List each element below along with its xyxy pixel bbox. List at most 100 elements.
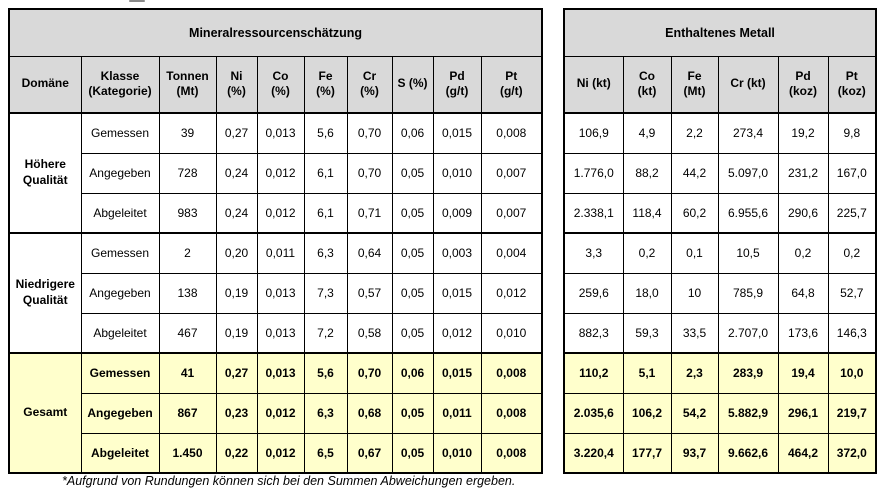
resource-value-s-pct: 0,05 — [391, 432, 434, 474]
metal-value-pt-koz: 219,7 — [827, 392, 877, 434]
column-header-domaene: Domäne — [8, 55, 82, 114]
resource-row: Angegeben 728 0,24 0,012 6,1 0,70 0,05 0,010 0,0… — [9, 152, 543, 194]
metal-value-cr-kt: 5.882,9 — [717, 392, 779, 434]
resource-value-ni-pct: 0,22 — [215, 432, 258, 474]
resource-value-tonnen-mt: 39 — [158, 112, 217, 154]
class-cell: Gemessen — [80, 352, 160, 394]
column-header-co-pct: Co (%) — [256, 55, 305, 114]
metal-value-fe-mt: 54,2 — [670, 392, 719, 434]
resource-row: Abgeleitet 983 0,24 0,012 6,1 0,71 0,05 0,009 0,… — [9, 192, 543, 234]
resource-value-tonnen-mt: 867 — [158, 392, 217, 434]
resource-value-pd-gpt: 0,009 — [432, 192, 482, 234]
metal-value-cr-kt: 283,9 — [717, 352, 779, 394]
resource-value-co-pct: 0,012 — [256, 392, 305, 434]
metal-row: 3.220,4 177,7 93,7 9.662,6 464,2 372,0 — [563, 432, 877, 474]
resource-value-pd-gpt: 0,012 — [432, 312, 482, 354]
resource-row: Höhere Qualität Gemessen 39 0,27 0,013 5,6 0,7… — [8, 112, 543, 234]
resource-value-pd-gpt: 0,003 — [432, 232, 482, 274]
metal-value-pd-koz: 0,2 — [777, 232, 829, 274]
metal-value-cr-kt: 9.662,6 — [717, 432, 779, 474]
cropped-text-artifact — [129, 0, 145, 2]
contained-metal-table: Enthaltenes Metall Ni (kt) Co (kt) Fe (Mt) Cr … — [563, 8, 878, 474]
resource-value-ni-pct: 0,20 — [215, 232, 258, 274]
metal-row: 2.338,1 118,4 60,2 6.955,6 290,6 225,7 — [563, 192, 877, 234]
metal-value-pt-koz: 9,8 — [827, 112, 877, 154]
metal-row: 259,6 18,0 10 785,9 64,8 52,7 — [563, 272, 877, 314]
metal-value-ni-kt: 2.035,6 — [563, 392, 624, 434]
resource-value-pt-gpt: 0,012 — [480, 272, 543, 314]
resource-value-co-pct: 0,012 — [256, 432, 305, 474]
resource-value-pd-gpt: 0,011 — [432, 392, 482, 434]
metal-value-co-kt: 177,7 — [622, 432, 672, 474]
metal-value-ni-kt: 106,9 — [563, 112, 624, 154]
metal-row: 3,3 0,2 0,1 10,5 0,2 0,2 — [563, 232, 877, 274]
resource-row: Angegeben 138 0,19 0,013 7,3 0,57 0,05 0,015 0,0… — [9, 272, 543, 314]
metal-row: 110,2 5,1 2,3 283,9 19,4 10,0 — [563, 352, 877, 394]
resource-value-ni-pct: 0,19 — [215, 272, 258, 314]
resource-value-s-pct: 0,06 — [391, 112, 434, 154]
metal-value-pd-koz: 19,2 — [777, 112, 829, 154]
resource-value-tonnen-mt: 983 — [158, 192, 217, 234]
metal-value-ni-kt: 259,6 — [563, 272, 624, 314]
metal-value-fe-mt: 2,2 — [670, 112, 719, 154]
resource-value-pd-gpt: 0,015 — [432, 272, 482, 314]
resource-value-cr-pct: 0,70 — [346, 152, 393, 194]
metal-value-ni-kt: 882,3 — [563, 312, 624, 354]
resource-value-s-pct: 0,05 — [391, 272, 434, 314]
column-header-ni-kt: Ni (kt) — [563, 55, 624, 114]
resource-value-pd-gpt: 0,010 — [432, 152, 482, 194]
resource-value-co-pct: 0,013 — [256, 312, 305, 354]
metal-row: 882,3 59,3 33,5 2.707,0 173,6 146,3 — [563, 312, 877, 354]
resource-value-pt-gpt: 0,008 — [480, 112, 543, 154]
resource-value-tonnen-mt: 2 — [158, 232, 217, 274]
metal-value-pt-koz: 0,2 — [827, 232, 877, 274]
resource-value-pt-gpt: 0,004 — [480, 232, 543, 274]
resource-value-ni-pct: 0,23 — [215, 392, 258, 434]
resource-value-tonnen-mt: 138 — [158, 272, 217, 314]
resource-value-cr-pct: 0,71 — [346, 192, 393, 234]
resource-value-co-pct: 0,013 — [256, 272, 305, 314]
column-header-pt-koz: Pt (koz) — [827, 55, 877, 114]
resource-value-pt-gpt: 0,007 — [480, 152, 543, 194]
metal-value-fe-mt: 44,2 — [670, 152, 719, 194]
metal-value-co-kt: 4,9 — [622, 112, 672, 154]
class-cell: Gemessen — [80, 112, 160, 154]
metal-value-fe-mt: 10 — [670, 272, 719, 314]
resource-value-fe-pct: 6,3 — [303, 232, 348, 274]
metal-row: 1.776,0 88,2 44,2 5.097,0 231,2 167,0 — [563, 152, 877, 194]
metal-value-cr-kt: 10,5 — [717, 232, 779, 274]
column-header-cr-pct: Cr (%) — [346, 55, 393, 114]
metal-value-fe-mt: 33,5 — [670, 312, 719, 354]
resource-value-s-pct: 0,05 — [391, 192, 434, 234]
metal-value-pt-koz: 167,0 — [827, 152, 877, 194]
metal-value-co-kt: 118,4 — [622, 192, 672, 234]
resource-value-ni-pct: 0,24 — [215, 192, 258, 234]
class-cell: Gemessen — [80, 232, 160, 274]
resource-value-fe-pct: 6,1 — [303, 192, 348, 234]
metal-value-co-kt: 59,3 — [622, 312, 672, 354]
resource-value-tonnen-mt: 728 — [158, 152, 217, 194]
resource-value-tonnen-mt: 467 — [158, 312, 217, 354]
resource-value-pd-gpt: 0,010 — [432, 432, 482, 474]
metal-value-cr-kt: 273,4 — [717, 112, 779, 154]
class-cell: Angegeben — [80, 152, 160, 194]
resource-value-co-pct: 0,012 — [256, 152, 305, 194]
resource-value-cr-pct: 0,58 — [346, 312, 393, 354]
metal-value-pd-koz: 64,8 — [777, 272, 829, 314]
metal-value-co-kt: 106,2 — [622, 392, 672, 434]
class-cell: Abgeleitet — [80, 312, 160, 354]
metal-value-ni-kt: 3.220,4 — [563, 432, 624, 474]
resource-value-ni-pct: 0,19 — [215, 312, 258, 354]
resource-value-cr-pct: 0,64 — [346, 232, 393, 274]
metal-value-pt-koz: 10,0 — [827, 352, 877, 394]
metal-value-pd-koz: 231,2 — [777, 152, 829, 194]
resource-value-pt-gpt: 0,007 — [480, 192, 543, 234]
metal-value-pt-koz: 146,3 — [827, 312, 877, 354]
class-cell: Angegeben — [80, 392, 160, 434]
metal-value-cr-kt: 5.097,0 — [717, 152, 779, 194]
metal-value-fe-mt: 93,7 — [670, 432, 719, 474]
resource-value-s-pct: 0,05 — [391, 152, 434, 194]
column-header-co-kt: Co (kt) — [622, 55, 672, 114]
resource-value-fe-pct: 5,6 — [303, 352, 348, 394]
domain-cell: Gesamt — [8, 352, 82, 474]
